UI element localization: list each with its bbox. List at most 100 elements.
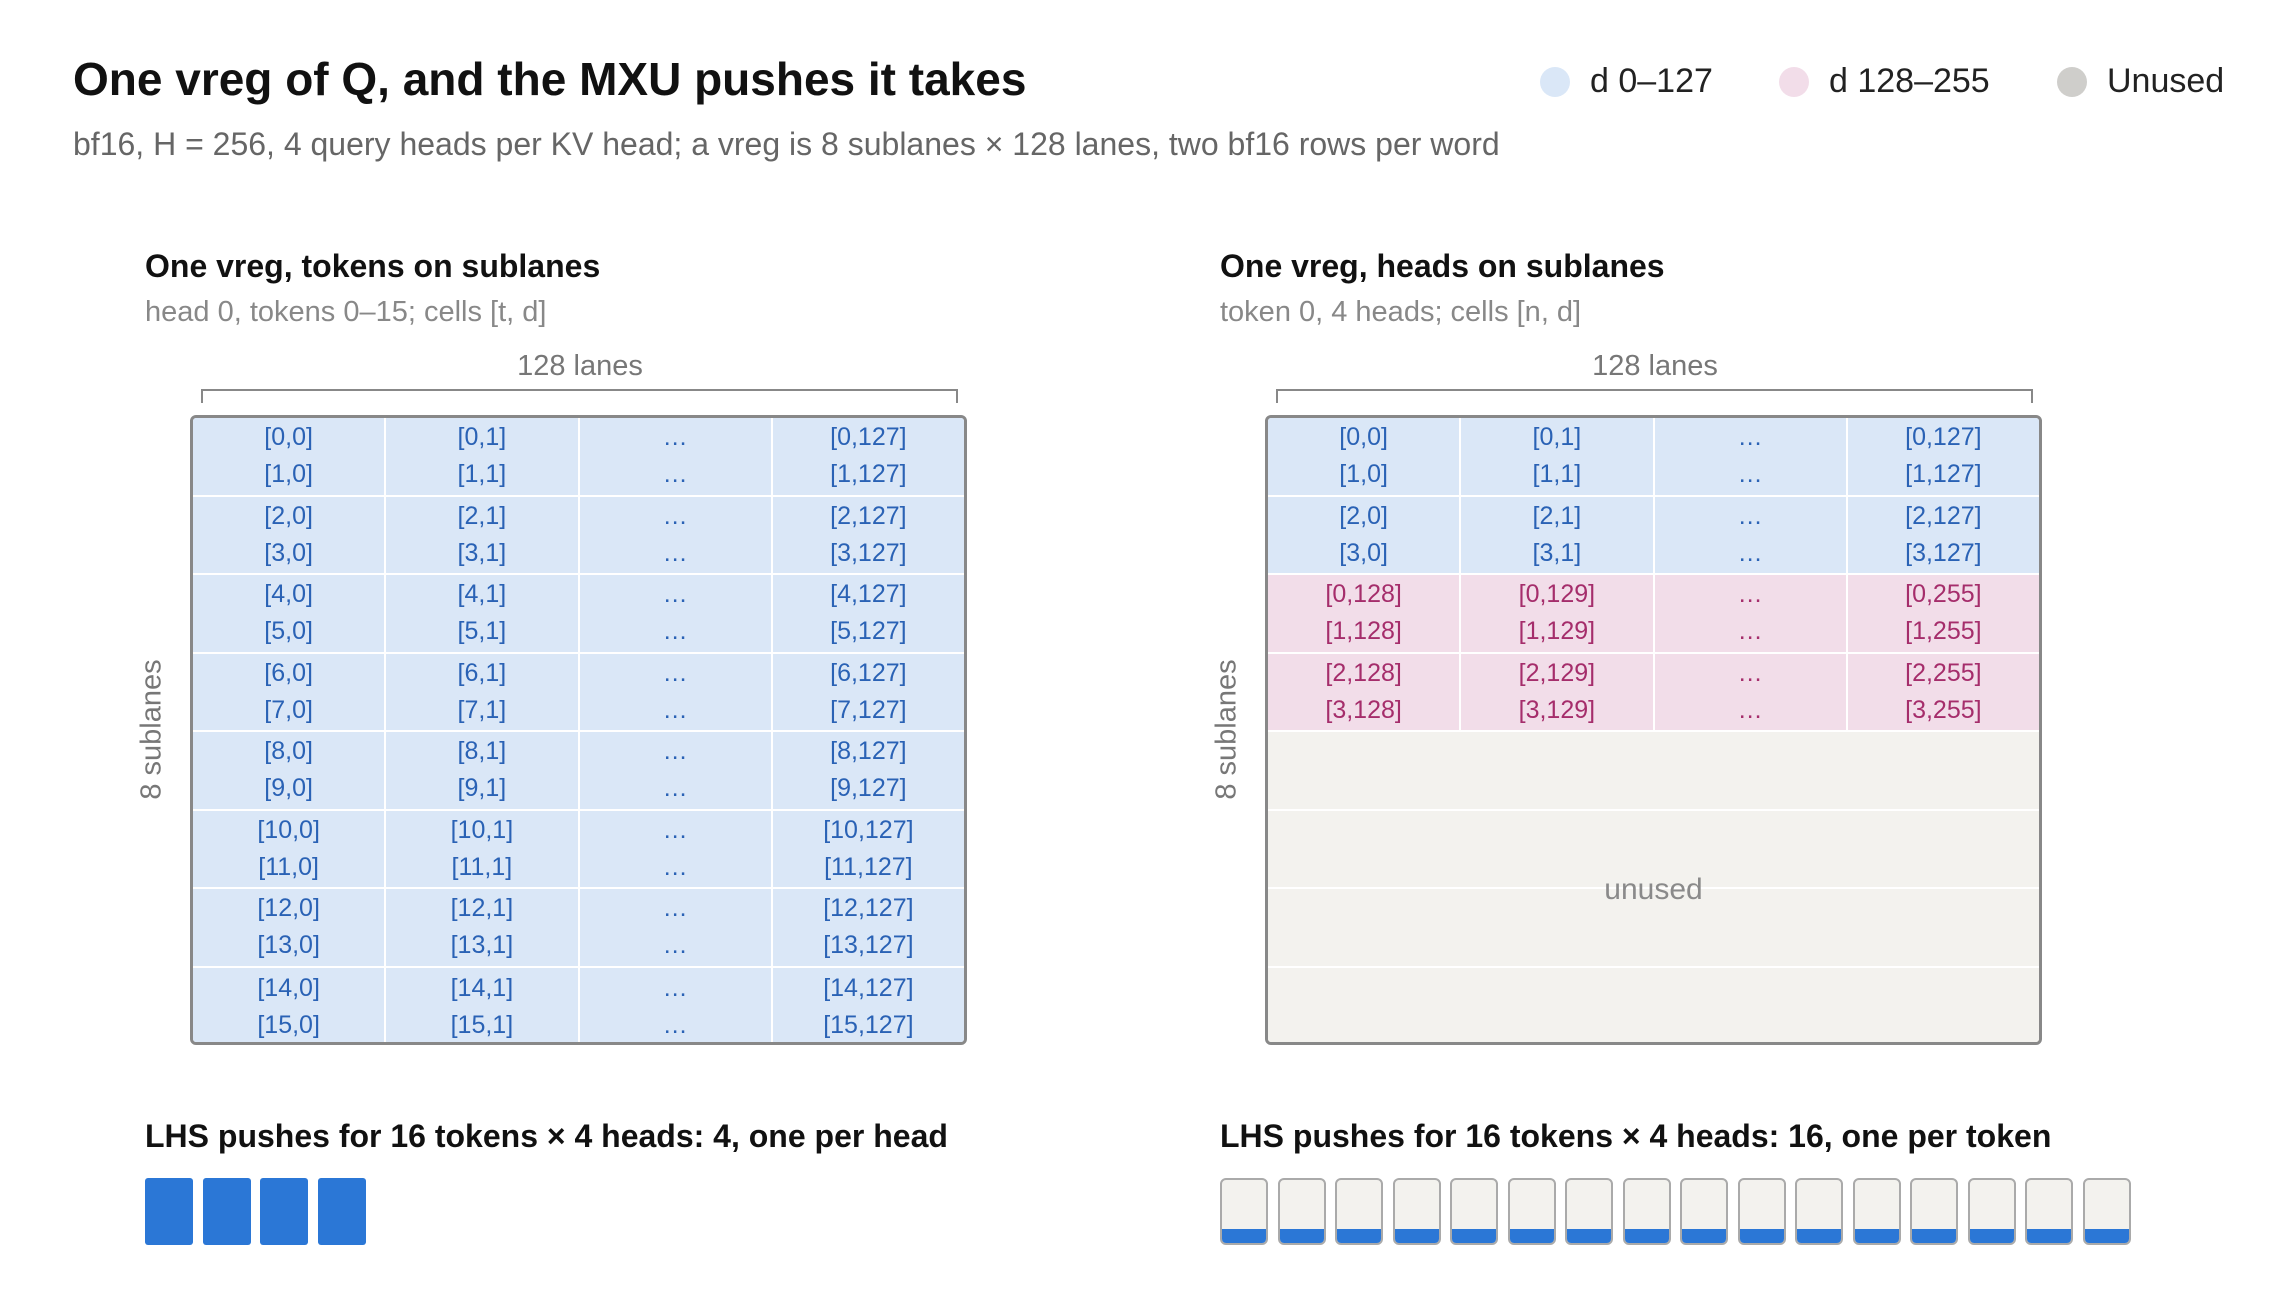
left-push-title: LHS pushes for 16 tokens × 4 heads: 4, o… <box>145 1118 948 1154</box>
cell-label: [2,255] <box>1905 658 1982 687</box>
right-lanes-label: 128 lanes <box>1592 350 1718 382</box>
cell-label: … <box>1737 423 1763 452</box>
cell-label: [4,0] <box>264 580 313 609</box>
sublane-row: [14,0] [15,0] [14,1] [15,1]…… [14,127] [15,12… <box>193 967 964 1042</box>
cell-label: … <box>662 460 688 489</box>
push-block-fill <box>1222 1229 1266 1243</box>
cell-label: [3,0] <box>1339 538 1388 567</box>
vreg-cell: [0,127] [1,127] <box>1847 418 2039 495</box>
cell-label: [1,0] <box>264 460 313 489</box>
legend-item-d0-127: d 0–127 <box>1540 62 1713 101</box>
vreg-cell: [8,0] [9,0] <box>193 732 387 809</box>
legend-dot-pink <box>1779 66 1809 97</box>
cell-label: … <box>1737 695 1763 724</box>
cell-label: … <box>662 931 688 960</box>
push-block-partial <box>1737 1178 1786 1245</box>
sublane-row <box>1268 889 2039 968</box>
push-block-partial <box>2082 1178 2131 1245</box>
cell-label: [4,127] <box>830 580 907 609</box>
cell-label: [2,128] <box>1325 658 1402 687</box>
left-panel-title: One vreg, tokens on sublanes <box>145 248 601 284</box>
vreg-cell: [10,127] [11,127] <box>772 810 964 887</box>
cell-label: [3,127] <box>830 538 907 567</box>
sublane-row: [8,0] [9,0] [8,1] [9,1]…… [8,127] [9,127] <box>193 732 964 811</box>
vreg-cell: …… <box>579 496 773 573</box>
cell-label: [7,127] <box>830 695 907 724</box>
cell-label: … <box>662 538 688 567</box>
sublane-row <box>1268 967 2039 1042</box>
push-block-partial <box>1565 1178 1613 1245</box>
cell-label: [6,1] <box>457 658 507 687</box>
cell-label: [3,1] <box>457 538 507 567</box>
cell-label: [8,1] <box>457 737 507 766</box>
sublane-row: [10,0] [11,0] [10,1] [11,1]…… [10,127] [11,12… <box>193 810 964 889</box>
cell-label: … <box>1737 580 1763 609</box>
cell-label: … <box>662 774 688 803</box>
cell-label: [14,127] <box>823 973 914 1002</box>
legend-dot-gray <box>2057 66 2087 97</box>
push-block-fill <box>1739 1229 1784 1243</box>
sublane-row: [0,128] [1,128] [0,129] [1,129]…… [0,255] [1,… <box>1268 575 2039 654</box>
cell-label: [0,129] <box>1518 580 1596 609</box>
push-block-partial <box>1335 1178 1383 1245</box>
cell-label: [3,128] <box>1325 695 1402 724</box>
vreg-cell: [2,1] [3,1] <box>1461 496 1655 573</box>
cell-label: [0,1] <box>457 423 507 452</box>
cell-label: … <box>1737 460 1763 489</box>
cell-label: [1,127] <box>1905 460 1982 489</box>
vreg-cell: [12,1] [13,1] <box>386 889 580 966</box>
left-lanes-bracket <box>201 389 958 403</box>
push-block-fill <box>1394 1229 1439 1243</box>
push-block-partial <box>1967 1178 2016 1245</box>
vreg-cell: [2,0] [3,0] <box>1268 496 1462 573</box>
cell-label: [2,129] <box>1518 658 1596 687</box>
cell-label: [3,127] <box>1905 538 1982 567</box>
cell-label: … <box>662 501 688 530</box>
cell-label: [9,0] <box>264 774 313 803</box>
vreg-cell: [4,127] [5,127] <box>772 575 964 652</box>
cell-label: [5,1] <box>457 617 507 646</box>
cell-label: [13,0] <box>257 931 320 960</box>
cell-label: [0,127] <box>1905 423 1982 452</box>
cell-label: [1,255] <box>1905 617 1982 646</box>
cell-label: [2,0] <box>264 501 313 530</box>
push-block-partial <box>1507 1178 1556 1245</box>
left-panel-subtitle: head 0, tokens 0–15; cells [t, d] <box>145 296 547 328</box>
cell-label: [2,127] <box>830 501 907 530</box>
vreg-cell: …… <box>1654 575 1848 652</box>
vreg-cell: [0,1] [1,1] <box>1461 418 1655 495</box>
cell-label: [15,0] <box>257 1010 320 1039</box>
cell-label: [9,127] <box>830 774 907 803</box>
cell-label: [0,0] <box>264 423 313 452</box>
sublane-row: [2,128] [3,128] [2,129] [3,129]…… [2,255] [3,… <box>1268 653 2039 732</box>
push-block-fill <box>1279 1229 1324 1243</box>
push-block-fill <box>1682 1229 1726 1243</box>
vreg-cell: [14,127] [15,127] <box>772 967 964 1042</box>
push-block-partial <box>1680 1178 1728 1245</box>
cell-label: … <box>662 815 688 844</box>
cell-label: [14,0] <box>257 973 320 1002</box>
cell-label: [12,1] <box>450 894 514 923</box>
cell-label: [1,0] <box>1339 460 1388 489</box>
cell-label: [7,1] <box>457 695 507 724</box>
vreg-cell: [2,127] [3,127] <box>1847 496 2039 573</box>
push-block-fill <box>1452 1229 1496 1243</box>
push-block-partial <box>1622 1178 1671 1245</box>
vreg-cell: [6,0] [7,0] <box>193 653 387 730</box>
cell-label: [15,127] <box>823 1010 914 1039</box>
right-panel-subtitle: token 0, 4 heads; cells [n, d] <box>1220 296 1582 328</box>
vreg-cell: [12,0] [13,0] <box>193 889 387 966</box>
push-block-full <box>202 1178 251 1245</box>
vreg-cell: …… <box>579 732 773 809</box>
push-block-fill <box>1624 1229 1669 1243</box>
cell-label: [7,0] <box>264 695 313 724</box>
push-block-full <box>260 1178 308 1245</box>
page-title: One vreg of Q, and the MXU pushes it tak… <box>73 53 1027 105</box>
cell-label: [0,128] <box>1325 580 1402 609</box>
left-sublanes-label: 8 sublanes <box>135 659 168 800</box>
cell-label: … <box>662 580 688 609</box>
vreg-cell: [14,0] [15,0] <box>193 967 387 1042</box>
vreg-cell: [12,127] [13,127] <box>772 889 964 966</box>
vreg-cell: [0,255] [1,255] <box>1847 575 2039 652</box>
vreg-cell: [8,127] [9,127] <box>772 732 964 809</box>
